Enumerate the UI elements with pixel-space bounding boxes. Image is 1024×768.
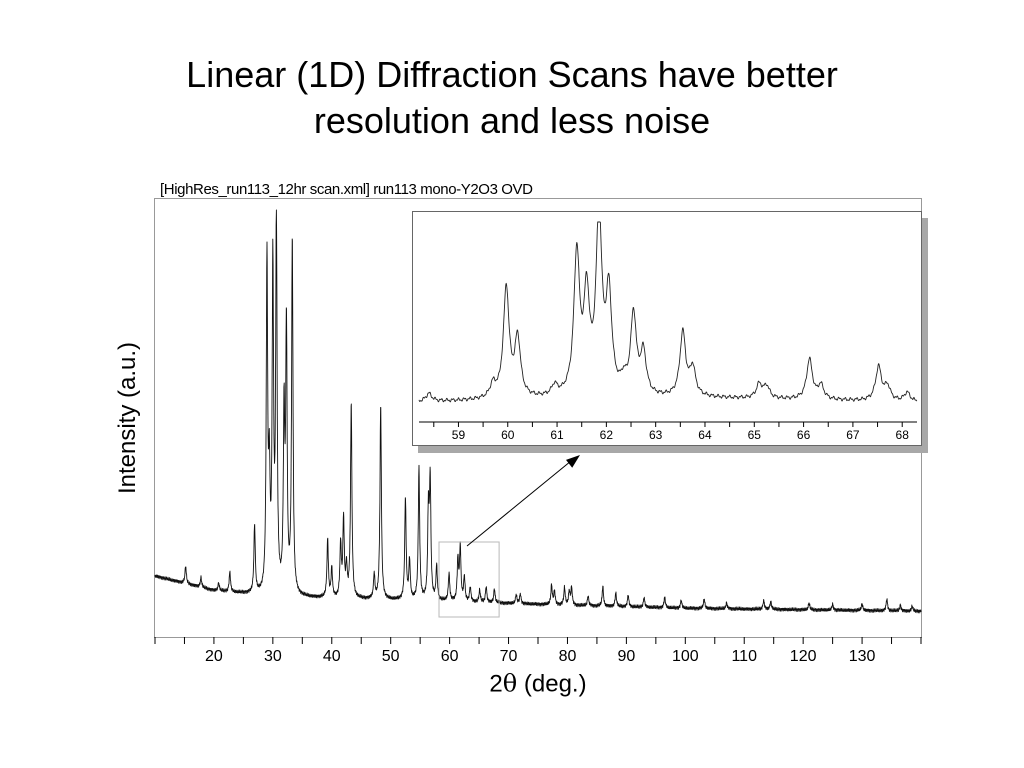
main-x-tick-label: 120 — [790, 648, 817, 665]
inset-diffraction-trace — [418, 221, 918, 403]
main-x-axis: 20 30 40 50 60 70 80 90 100 110 120 130 — [154, 637, 922, 665]
inset-x-tick-label: 65 — [748, 428, 762, 442]
inset-x-tick-label: 63 — [649, 428, 663, 442]
x-axis-label-prefix: 2 — [489, 670, 503, 698]
inset-x-tick-label: 61 — [550, 428, 564, 442]
main-x-tick-label: 30 — [264, 648, 282, 665]
slide-title-line-2: resolution and less noise — [313, 100, 711, 141]
x-axis-label-suffix: (deg.) — [517, 670, 587, 698]
main-x-tick-label: 70 — [500, 648, 518, 665]
main-x-tick-label: 110 — [731, 648, 757, 665]
main-x-tick-label: 80 — [559, 648, 577, 665]
inset-x-tick-label: 64 — [698, 428, 712, 442]
main-x-tick-label: 50 — [382, 648, 400, 665]
x-axis-label: 2θ (deg.) — [489, 670, 586, 699]
inset-x-tick-label: 59 — [452, 428, 466, 442]
y-axis-label: Intensity (a.u.) — [114, 341, 141, 495]
main-x-tick-label: 60 — [441, 648, 459, 665]
inset-frame — [412, 211, 922, 446]
inset-x-tick-label: 60 — [501, 428, 515, 442]
zoom-arrow — [466, 460, 572, 547]
zoom-region-box — [438, 541, 500, 618]
inset-x-tick-label: 68 — [896, 428, 910, 442]
main-x-tick-label: 40 — [323, 648, 341, 665]
inset-x-tick-label: 62 — [600, 428, 614, 442]
main-x-tick-label: 90 — [617, 648, 635, 665]
chart-title: [HighRes_run113_12hr scan.xml] run113 mo… — [160, 181, 533, 198]
inset-x-axis: 59 60 61 62 63 64 65 66 67 68 — [419, 421, 917, 442]
main-x-tick-label: 130 — [849, 648, 876, 665]
main-x-tick-label: 100 — [672, 648, 699, 665]
inset-x-tick-label: 67 — [846, 428, 860, 442]
main-x-tick-label: 20 — [205, 648, 223, 665]
slide-title-line-1: Linear (1D) Diffraction Scans have bette… — [186, 54, 838, 95]
main-diffraction-trace — [154, 209, 922, 614]
slide-title: Linear (1D) Diffraction Scans have bette… — [112, 52, 912, 144]
zoom-arrowhead — [566, 455, 580, 468]
inset-x-tick-label: 66 — [797, 428, 811, 442]
theta-symbol: θ — [502, 669, 518, 698]
